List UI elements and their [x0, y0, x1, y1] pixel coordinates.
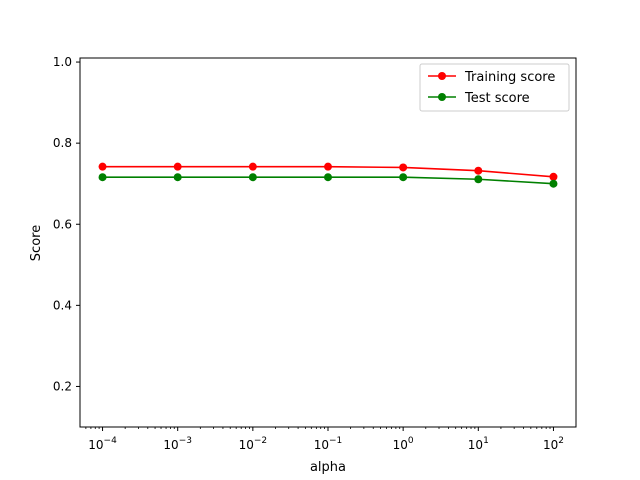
data-point	[98, 162, 107, 171]
data-point	[173, 173, 182, 182]
x-axis-label: alpha	[310, 460, 346, 475]
y-axis-label: Score	[29, 225, 44, 261]
data-point	[399, 173, 408, 182]
data-point	[549, 172, 558, 181]
y-tick-label: 1.0	[53, 55, 72, 69]
legend-box	[419, 63, 570, 112]
x-tick-label: 10−4	[88, 436, 117, 452]
x-tick-label: 102	[543, 436, 564, 452]
data-point	[324, 173, 332, 182]
data-point	[248, 162, 257, 171]
x-tick-label: 10−3	[163, 436, 192, 452]
x-tick-label: 101	[468, 436, 489, 452]
y-tick-label: 0.6	[53, 217, 72, 231]
data-point	[248, 173, 257, 182]
data-point	[173, 162, 182, 171]
x-tick-label: 10−2	[239, 436, 268, 452]
plot-area: 0.2 0.4 0.6 0.8 1.0 10−4 10−3 10−2 10−1 100 101 102	[53, 55, 577, 452]
legend-marker	[438, 72, 446, 80]
data-point	[549, 179, 558, 188]
data-point	[324, 162, 332, 171]
y-tick-label: 0.8	[53, 136, 72, 150]
data-point	[399, 163, 408, 172]
x-tick-label: 10−1	[314, 436, 343, 452]
legend-marker	[438, 93, 446, 101]
x-tick-label: 100	[393, 436, 414, 452]
data-point	[474, 166, 483, 175]
legend: Training score Test score	[419, 63, 570, 112]
y-tick-label: 0.2	[53, 379, 72, 393]
legend-label: Test score	[464, 91, 530, 106]
legend-label: Training score	[464, 70, 555, 85]
y-tick-label: 0.4	[53, 298, 72, 312]
data-point	[474, 175, 483, 184]
data-point	[98, 173, 107, 182]
